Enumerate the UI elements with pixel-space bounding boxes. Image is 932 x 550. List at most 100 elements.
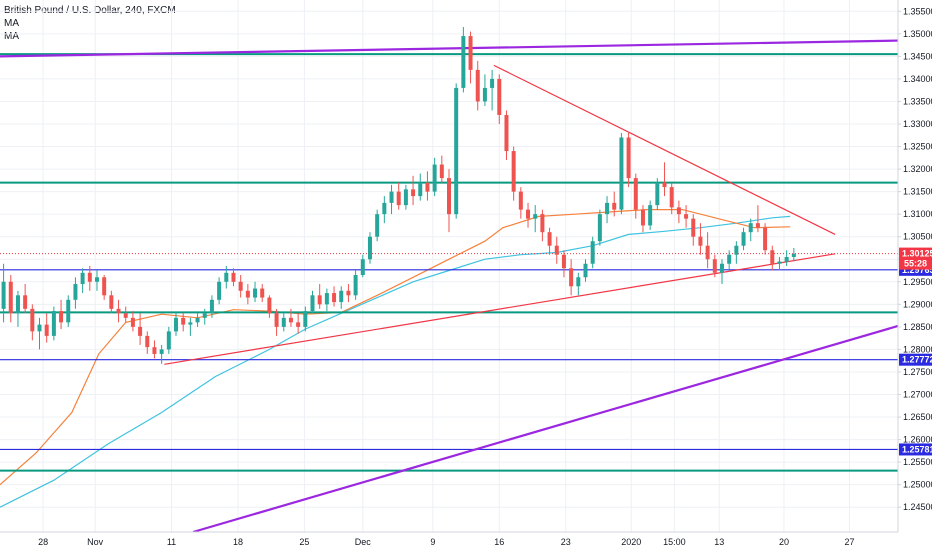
level-tag-label: 1.29765 (902, 265, 932, 275)
candle (73, 277, 78, 309)
candle-body (23, 295, 28, 309)
candle-body (303, 311, 308, 327)
candle-body (37, 324, 42, 332)
candle (224, 266, 229, 289)
candle (367, 232, 372, 264)
candle (332, 286, 337, 307)
candle (475, 60, 480, 111)
candle-body (640, 209, 645, 226)
candle-body (66, 299, 71, 323)
candle (1, 263, 6, 323)
candle (418, 173, 423, 201)
candle (504, 110, 509, 161)
candle (447, 169, 451, 233)
candle (353, 270, 358, 300)
price-tick-label: 1.30500 (903, 232, 932, 242)
candle (174, 313, 179, 336)
candle (116, 299, 121, 323)
candle-body (159, 349, 164, 354)
candle (382, 196, 387, 224)
candle-body (748, 223, 753, 233)
candle (59, 299, 64, 330)
price-tick-label: 1.31500 (903, 187, 932, 197)
candle-body (102, 277, 107, 296)
candle-body (245, 290, 250, 298)
candle-body (518, 191, 523, 210)
time-tick-label: 18 (233, 537, 243, 547)
time-tick-label: 16 (494, 537, 504, 547)
candle-body (310, 295, 315, 312)
current-price-tag-background (899, 247, 932, 270)
candle-body (317, 295, 322, 305)
channel-line (0, 39, 899, 58)
candle (375, 209, 380, 242)
candle-body (346, 290, 351, 296)
candle-body (202, 313, 207, 318)
candle (238, 275, 243, 298)
price-tick-label: 1.29000 (903, 299, 932, 309)
channel-line (192, 324, 899, 534)
candle-body (784, 256, 789, 262)
candle (281, 313, 286, 332)
time-axis: 28 Nov 11 18 25 Dec 9 16 23 2020 15:00 13 20 27 (0, 531, 898, 550)
candle (195, 313, 200, 327)
price-tick-label: 1.34000 (903, 74, 932, 84)
candle (777, 256, 782, 271)
candle (30, 304, 35, 341)
candle-body (439, 164, 444, 179)
candle (583, 259, 588, 282)
candle-body (569, 268, 574, 287)
legend-ma-2: MA (4, 31, 19, 42)
candle-body (152, 347, 157, 354)
price-tick-label: 1.27000 (903, 389, 932, 399)
price-tick-label: 1.28500 (903, 322, 932, 332)
candle-body (288, 317, 293, 323)
candle-body (253, 288, 258, 298)
candle (576, 272, 581, 296)
time-tick-label: 28 (38, 537, 48, 547)
candle (597, 209, 602, 246)
candle-body (482, 87, 487, 102)
candle (66, 295, 71, 327)
candle (145, 331, 150, 354)
candle-body (763, 227, 768, 251)
candle-body (51, 311, 56, 336)
time-tick-label: 2020 (621, 537, 641, 547)
candle-body (655, 182, 660, 206)
candle (655, 178, 660, 210)
candle (202, 308, 207, 325)
candle-body (274, 313, 279, 327)
candle (123, 306, 128, 323)
price-tick-label: 1.33000 (903, 119, 932, 129)
candle-body (130, 317, 135, 327)
candle-body (138, 326, 143, 336)
time-tick-label: 13 (714, 537, 724, 547)
candle-body (8, 281, 13, 314)
candle (346, 284, 351, 303)
candle-body (504, 114, 509, 152)
candle (748, 218, 753, 242)
candle-body (195, 317, 200, 323)
price-tick-label: 1.25000 (903, 480, 932, 490)
candle-body (188, 322, 193, 325)
candle (734, 241, 739, 264)
candle-body (626, 137, 631, 179)
price-tick-label: 1.31000 (903, 209, 932, 219)
candle-body (281, 317, 286, 327)
candle (626, 133, 631, 188)
candle-body (705, 245, 710, 260)
candle (684, 205, 689, 228)
time-axis-background (0, 532, 898, 550)
candle (662, 162, 667, 197)
candle (497, 74, 502, 124)
candle (511, 146, 516, 201)
candle (791, 247, 796, 262)
candle (526, 202, 531, 228)
candle-body (389, 191, 394, 203)
candle (547, 227, 552, 255)
candle-body (554, 245, 559, 255)
candle (425, 171, 430, 201)
candle-body (231, 272, 236, 282)
candle-body (648, 205, 653, 226)
